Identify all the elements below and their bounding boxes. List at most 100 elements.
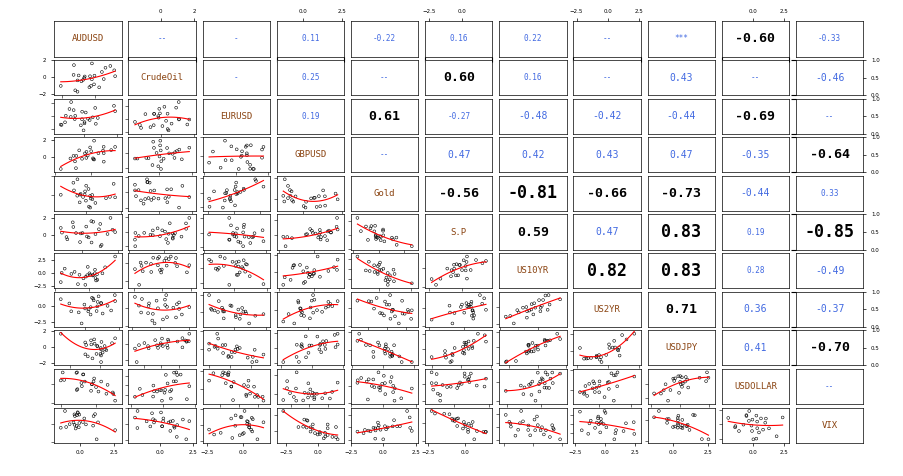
Point: [141, 154, 155, 162]
Point: [62, 420, 77, 428]
Point: [86, 271, 100, 279]
Point: [444, 415, 459, 422]
Point: [380, 281, 395, 288]
Point: [739, 412, 753, 420]
Point: [73, 191, 88, 198]
Point: [281, 182, 295, 189]
Point: [80, 263, 95, 271]
Point: [166, 231, 181, 239]
Point: [349, 337, 364, 345]
Point: [147, 187, 162, 194]
Point: [202, 203, 217, 210]
Point: [318, 304, 332, 311]
Point: [168, 229, 182, 237]
Point: [60, 233, 74, 241]
Point: [159, 291, 173, 299]
Point: [144, 268, 158, 276]
Point: [144, 260, 158, 268]
Point: [216, 368, 230, 376]
Point: [240, 418, 255, 426]
Point: [54, 269, 69, 277]
Point: [151, 255, 165, 262]
Point: [459, 339, 473, 347]
Point: [127, 155, 142, 162]
Point: [370, 262, 385, 270]
Point: [235, 263, 249, 271]
Point: [89, 307, 104, 315]
Point: [521, 342, 535, 350]
Point: [573, 388, 587, 396]
Point: [498, 313, 512, 320]
Point: [626, 418, 640, 426]
Point: [607, 344, 621, 351]
Point: [201, 346, 216, 354]
Point: [154, 227, 169, 234]
Point: [653, 390, 667, 397]
Point: [392, 353, 406, 360]
Point: [329, 223, 343, 230]
Point: [283, 186, 297, 194]
Point: [521, 307, 535, 314]
Point: [469, 256, 483, 264]
Point: [453, 303, 468, 311]
Point: [368, 435, 382, 443]
Point: [313, 236, 328, 243]
Point: [219, 156, 233, 164]
Point: [531, 297, 545, 304]
Point: [472, 291, 487, 299]
Point: [304, 342, 319, 349]
Point: [553, 436, 567, 443]
Text: S.P: S.P: [451, 228, 466, 237]
Point: [157, 296, 172, 303]
Point: [106, 388, 120, 396]
Point: [154, 409, 168, 416]
Point: [461, 378, 476, 386]
Point: [330, 298, 344, 305]
Point: [456, 257, 470, 264]
Point: [89, 436, 104, 443]
Point: [370, 234, 385, 241]
Point: [224, 383, 238, 390]
Point: [58, 265, 72, 272]
Point: [321, 227, 336, 234]
Point: [167, 423, 182, 430]
Point: [137, 229, 152, 237]
Point: [86, 113, 100, 121]
Point: [383, 291, 397, 299]
Point: [312, 192, 326, 200]
Point: [440, 383, 454, 391]
Point: [207, 431, 221, 438]
Point: [585, 377, 600, 385]
Point: [445, 268, 460, 276]
Point: [70, 192, 84, 199]
Point: [323, 229, 338, 237]
Point: [168, 259, 182, 267]
Point: [245, 233, 259, 241]
Point: [216, 307, 230, 315]
Point: [151, 112, 165, 120]
Point: [465, 307, 479, 314]
Point: [170, 337, 184, 345]
Point: [180, 396, 194, 403]
Point: [86, 295, 100, 302]
Point: [159, 117, 173, 125]
Point: [354, 374, 368, 382]
Point: [146, 121, 161, 129]
Point: [587, 388, 601, 396]
Point: [440, 265, 454, 272]
Point: [153, 266, 167, 274]
Point: [275, 407, 290, 415]
Point: [546, 426, 561, 433]
Point: [310, 253, 324, 260]
Point: [665, 423, 679, 431]
Point: [182, 261, 196, 269]
Point: [78, 378, 92, 386]
Point: [508, 357, 523, 365]
Point: [395, 297, 409, 305]
Point: [666, 377, 681, 385]
Point: [321, 267, 335, 275]
Point: [229, 343, 244, 350]
Point: [667, 375, 682, 382]
Point: [378, 343, 393, 350]
Point: [90, 303, 105, 310]
